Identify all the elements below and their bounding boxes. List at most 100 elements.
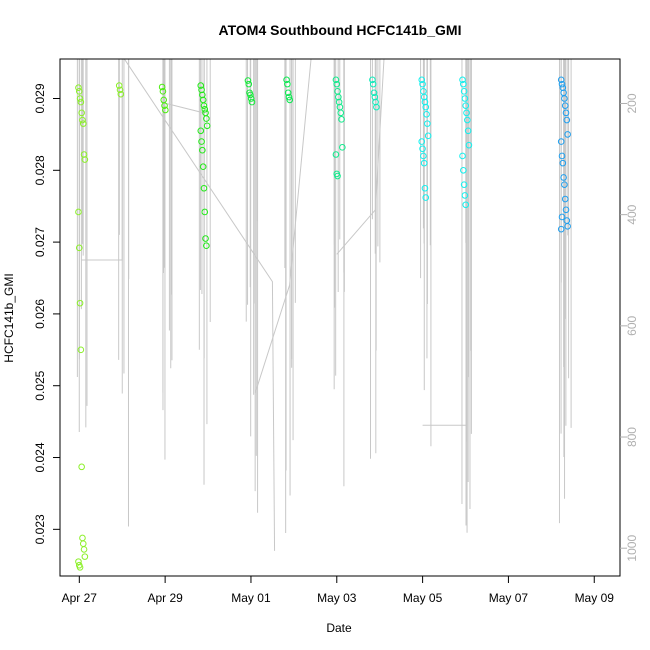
data-point [561,95,568,102]
data-point [76,564,84,571]
data-point [198,138,205,145]
data-point [463,109,470,117]
data-point [199,146,206,154]
data-point [203,115,210,122]
data-point [418,76,426,84]
y-tick-label: 0.029 [33,83,47,113]
data-point [78,463,85,471]
data-point [420,159,428,167]
data-point [78,109,85,117]
data-point [80,546,88,553]
data-point [245,80,253,88]
data-point [563,116,571,124]
y2-axis: 200 400 600 800 1000 [620,93,639,562]
data-point [116,86,124,94]
data-point [424,132,432,140]
y-tick-label: 0.027 [33,227,47,257]
data-point [419,80,426,88]
data-point [462,102,470,109]
data-point [369,80,377,88]
data-point [75,88,83,95]
data-point [560,174,567,181]
data-point [158,83,166,91]
data-point [77,346,85,354]
y2-tick-label: 200 [625,93,639,113]
data-point [557,138,565,145]
x-axis: Apr 27 Apr 29 May 01 May 03 May 05 May 07 May … [62,576,615,605]
data-point [464,116,471,124]
data-point [422,194,430,201]
data-point [459,76,466,84]
data-point [203,122,211,130]
data-point [373,103,380,111]
data-point [75,558,82,565]
y-tick-label: 0.026 [33,299,47,329]
data-point [332,151,340,158]
data-point [75,84,82,92]
data-point [115,82,123,89]
data-point [562,206,570,214]
data-point [159,88,167,95]
x-tick-label: May 05 [403,591,443,605]
y-axis-label: HCFC141b_GMI [2,273,16,362]
data-point [460,80,467,88]
data-point [197,82,205,89]
data-point [76,299,84,307]
data-point [564,131,571,138]
x-tick-label: Apr 27 [62,591,98,605]
data-point [333,80,341,88]
plot-frame [59,58,621,577]
data-point [465,141,473,149]
data-point [248,98,256,106]
data-point [557,76,565,84]
transit-line [123,58,276,551]
x-tick-label: May 09 [575,591,615,605]
transit-line [81,94,123,261]
data-point [419,145,426,153]
data-point [420,152,427,160]
data-point [460,88,468,95]
data-point [162,106,169,114]
data-point [564,223,571,230]
data-point [559,159,567,167]
data-point [332,76,340,84]
data-point [421,184,429,192]
data-point [79,534,86,542]
data-point [117,90,125,98]
data-point [459,152,466,160]
chart-title: ATOM4 Southbound HCFC141b_GMI [219,22,462,38]
data-point [370,89,378,97]
data-point [418,138,426,145]
data-point [161,102,168,109]
data-point [283,76,290,84]
x-tick-label: May 01 [231,591,271,605]
data-point [557,225,565,233]
x-tick-label: Apr 29 [147,591,183,605]
y2-tick-label: 400 [625,204,639,224]
x-tick-label: May 03 [317,591,357,605]
data-point [200,184,208,192]
data-point [561,181,568,188]
data-point [197,127,205,135]
data-point [558,80,566,88]
data-point [285,93,293,101]
data-point [286,96,294,104]
data-point [81,553,89,560]
data-point [460,181,468,188]
data-point [202,235,209,242]
data-point [76,95,84,102]
y2-tick-label: 600 [625,316,639,336]
data-point [201,208,209,216]
data-point [244,77,252,84]
x-tick-label: May 07 [489,591,529,605]
data-point [561,102,569,109]
data-point [203,242,210,249]
data-point [338,116,345,123]
data-point [423,110,430,118]
y2-tick-label: 1000 [625,535,639,562]
data-point [81,156,89,163]
data-point [369,76,376,84]
data-point [561,195,569,203]
data-point [75,244,83,252]
